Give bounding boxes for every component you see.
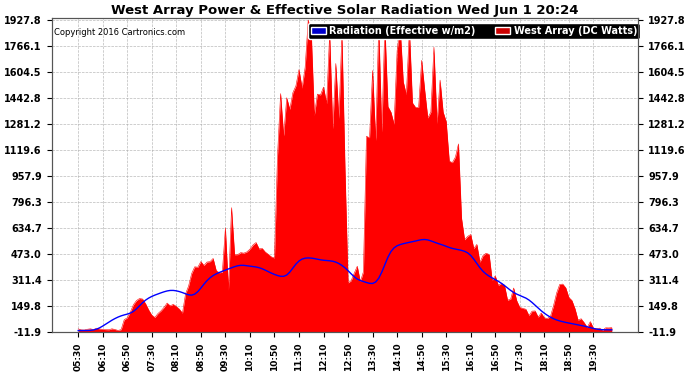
Legend: Radiation (Effective w/m2), West Array (DC Watts): Radiation (Effective w/m2), West Array (… <box>308 23 640 39</box>
Title: West Array Power & Effective Solar Radiation Wed Jun 1 20:24: West Array Power & Effective Solar Radia… <box>111 4 579 17</box>
Text: Copyright 2016 Cartronics.com: Copyright 2016 Cartronics.com <box>55 28 186 37</box>
